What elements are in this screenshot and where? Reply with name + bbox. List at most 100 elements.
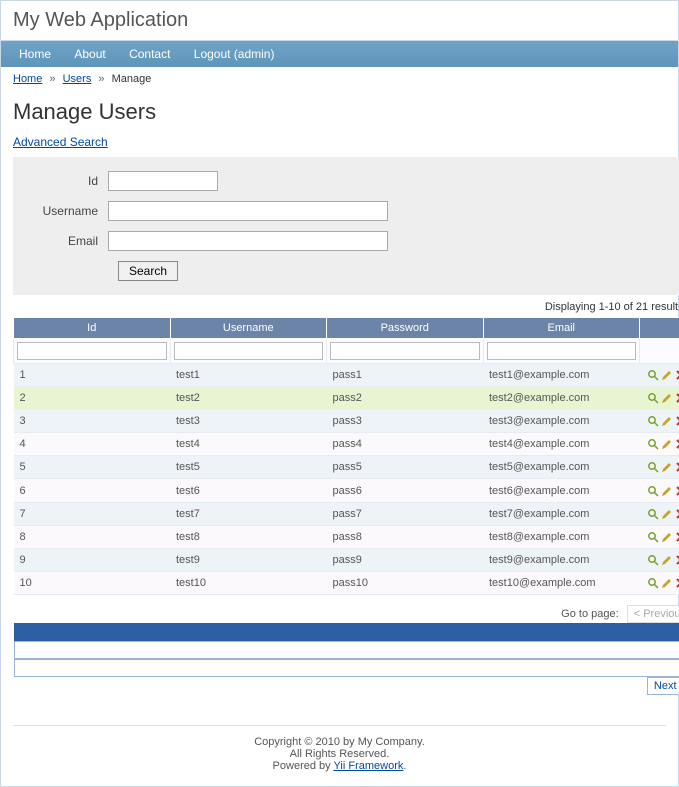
- footer-powered-link[interactable]: Yii Framework: [334, 760, 404, 772]
- search-username-label: Username: [23, 204, 108, 218]
- delete-icon[interactable]: [675, 577, 679, 589]
- view-icon[interactable]: [647, 369, 659, 381]
- cell-username: test2: [170, 387, 327, 410]
- edit-icon[interactable]: [661, 485, 673, 497]
- cell-username: test10: [170, 571, 327, 594]
- edit-icon[interactable]: [661, 554, 673, 566]
- pager-previous[interactable]: < Previous: [627, 605, 679, 623]
- edit-icon[interactable]: [661, 531, 673, 543]
- delete-icon[interactable]: [675, 531, 679, 543]
- search-button[interactable]: Search: [118, 261, 178, 281]
- view-icon[interactable]: [647, 508, 659, 520]
- edit-icon[interactable]: [661, 508, 673, 520]
- delete-icon[interactable]: [675, 392, 679, 404]
- table-row: 10test10pass10test10@example.com: [14, 571, 679, 594]
- cell-actions: [640, 571, 679, 594]
- cell-username: test1: [170, 364, 327, 387]
- col-id[interactable]: Id: [14, 318, 171, 339]
- filter-password-input[interactable]: [330, 342, 480, 360]
- search-username-input[interactable]: [108, 201, 388, 221]
- breadcrumb-home[interactable]: Home: [13, 73, 42, 85]
- cell-email: test5@example.com: [483, 456, 640, 479]
- nav-home[interactable]: Home: [9, 41, 61, 67]
- advanced-search-link[interactable]: Advanced Search: [13, 135, 108, 149]
- footer-rights: All Rights Reserved.: [13, 748, 666, 760]
- search-email-label: Email: [23, 234, 108, 248]
- edit-icon[interactable]: [661, 415, 673, 427]
- edit-icon[interactable]: [661, 369, 673, 381]
- pager-page-3[interactable]: 3: [14, 659, 679, 677]
- view-icon[interactable]: [647, 392, 659, 404]
- delete-icon[interactable]: [675, 554, 679, 566]
- cell-email: test10@example.com: [483, 571, 640, 594]
- cell-id: 9: [14, 548, 171, 571]
- cell-username: test6: [170, 479, 327, 502]
- cell-username: test9: [170, 548, 327, 571]
- view-icon[interactable]: [647, 531, 659, 543]
- footer-powered-suffix: .: [403, 760, 406, 772]
- view-icon[interactable]: [647, 415, 659, 427]
- nav-contact[interactable]: Contact: [119, 41, 180, 67]
- app-title: My Web Application: [13, 9, 666, 32]
- edit-icon[interactable]: [661, 392, 673, 404]
- pager-page-1[interactable]: 1: [14, 623, 679, 641]
- cell-email: test4@example.com: [483, 433, 640, 456]
- view-icon[interactable]: [647, 461, 659, 473]
- breadcrumb-current: Manage: [112, 73, 152, 85]
- search-email-input[interactable]: [108, 231, 388, 251]
- edit-icon[interactable]: [661, 438, 673, 450]
- filter-email-input[interactable]: [487, 342, 637, 360]
- col-email[interactable]: Email: [483, 318, 640, 339]
- cell-email: test2@example.com: [483, 387, 640, 410]
- table-row: 9test9pass9test9@example.com: [14, 548, 679, 571]
- pager-next[interactable]: Next >: [647, 677, 679, 695]
- nav-logout[interactable]: Logout (admin): [184, 41, 285, 67]
- delete-icon[interactable]: [675, 438, 679, 450]
- view-icon[interactable]: [647, 438, 659, 450]
- filter-id-input[interactable]: [17, 342, 167, 360]
- col-password[interactable]: Password: [327, 318, 484, 339]
- edit-icon[interactable]: [661, 461, 673, 473]
- search-form: Id Username Email Search: [13, 157, 679, 295]
- table-row: 3test3pass3test3@example.com: [14, 410, 679, 433]
- cell-password: pass6: [327, 479, 484, 502]
- search-id-input[interactable]: [108, 171, 218, 191]
- cell-username: test5: [170, 456, 327, 479]
- cell-id: 10: [14, 571, 171, 594]
- edit-icon[interactable]: [661, 577, 673, 589]
- view-icon[interactable]: [647, 554, 659, 566]
- delete-icon[interactable]: [675, 369, 679, 381]
- delete-icon[interactable]: [675, 461, 679, 473]
- col-username[interactable]: Username: [170, 318, 327, 339]
- cell-id: 8: [14, 525, 171, 548]
- cell-actions: [640, 410, 679, 433]
- table-row: 5test5pass5test5@example.com: [14, 456, 679, 479]
- cell-username: test8: [170, 525, 327, 548]
- cell-username: test3: [170, 410, 327, 433]
- search-id-label: Id: [23, 174, 108, 188]
- cell-email: test9@example.com: [483, 548, 640, 571]
- cell-actions: [640, 433, 679, 456]
- cell-password: pass7: [327, 502, 484, 525]
- cell-email: test3@example.com: [483, 410, 640, 433]
- cell-email: test7@example.com: [483, 502, 640, 525]
- view-icon[interactable]: [647, 485, 659, 497]
- cell-email: test1@example.com: [483, 364, 640, 387]
- delete-icon[interactable]: [675, 485, 679, 497]
- breadcrumb-users[interactable]: Users: [63, 73, 92, 85]
- cell-username: test4: [170, 433, 327, 456]
- cell-id: 5: [14, 456, 171, 479]
- cell-password: pass10: [327, 571, 484, 594]
- cell-id: 6: [14, 479, 171, 502]
- view-icon[interactable]: [647, 577, 659, 589]
- pager: Go to page: < Previous 1 2 3 Next >: [13, 605, 679, 695]
- filter-username-input[interactable]: [174, 342, 324, 360]
- cell-id: 2: [14, 387, 171, 410]
- nav-about[interactable]: About: [64, 41, 115, 67]
- delete-icon[interactable]: [675, 508, 679, 520]
- breadcrumb-sep: »: [98, 73, 104, 85]
- delete-icon[interactable]: [675, 415, 679, 427]
- footer-copyright: Copyright © 2010 by My Company.: [13, 736, 666, 748]
- pager-page-2[interactable]: 2: [14, 641, 679, 659]
- cell-password: pass9: [327, 548, 484, 571]
